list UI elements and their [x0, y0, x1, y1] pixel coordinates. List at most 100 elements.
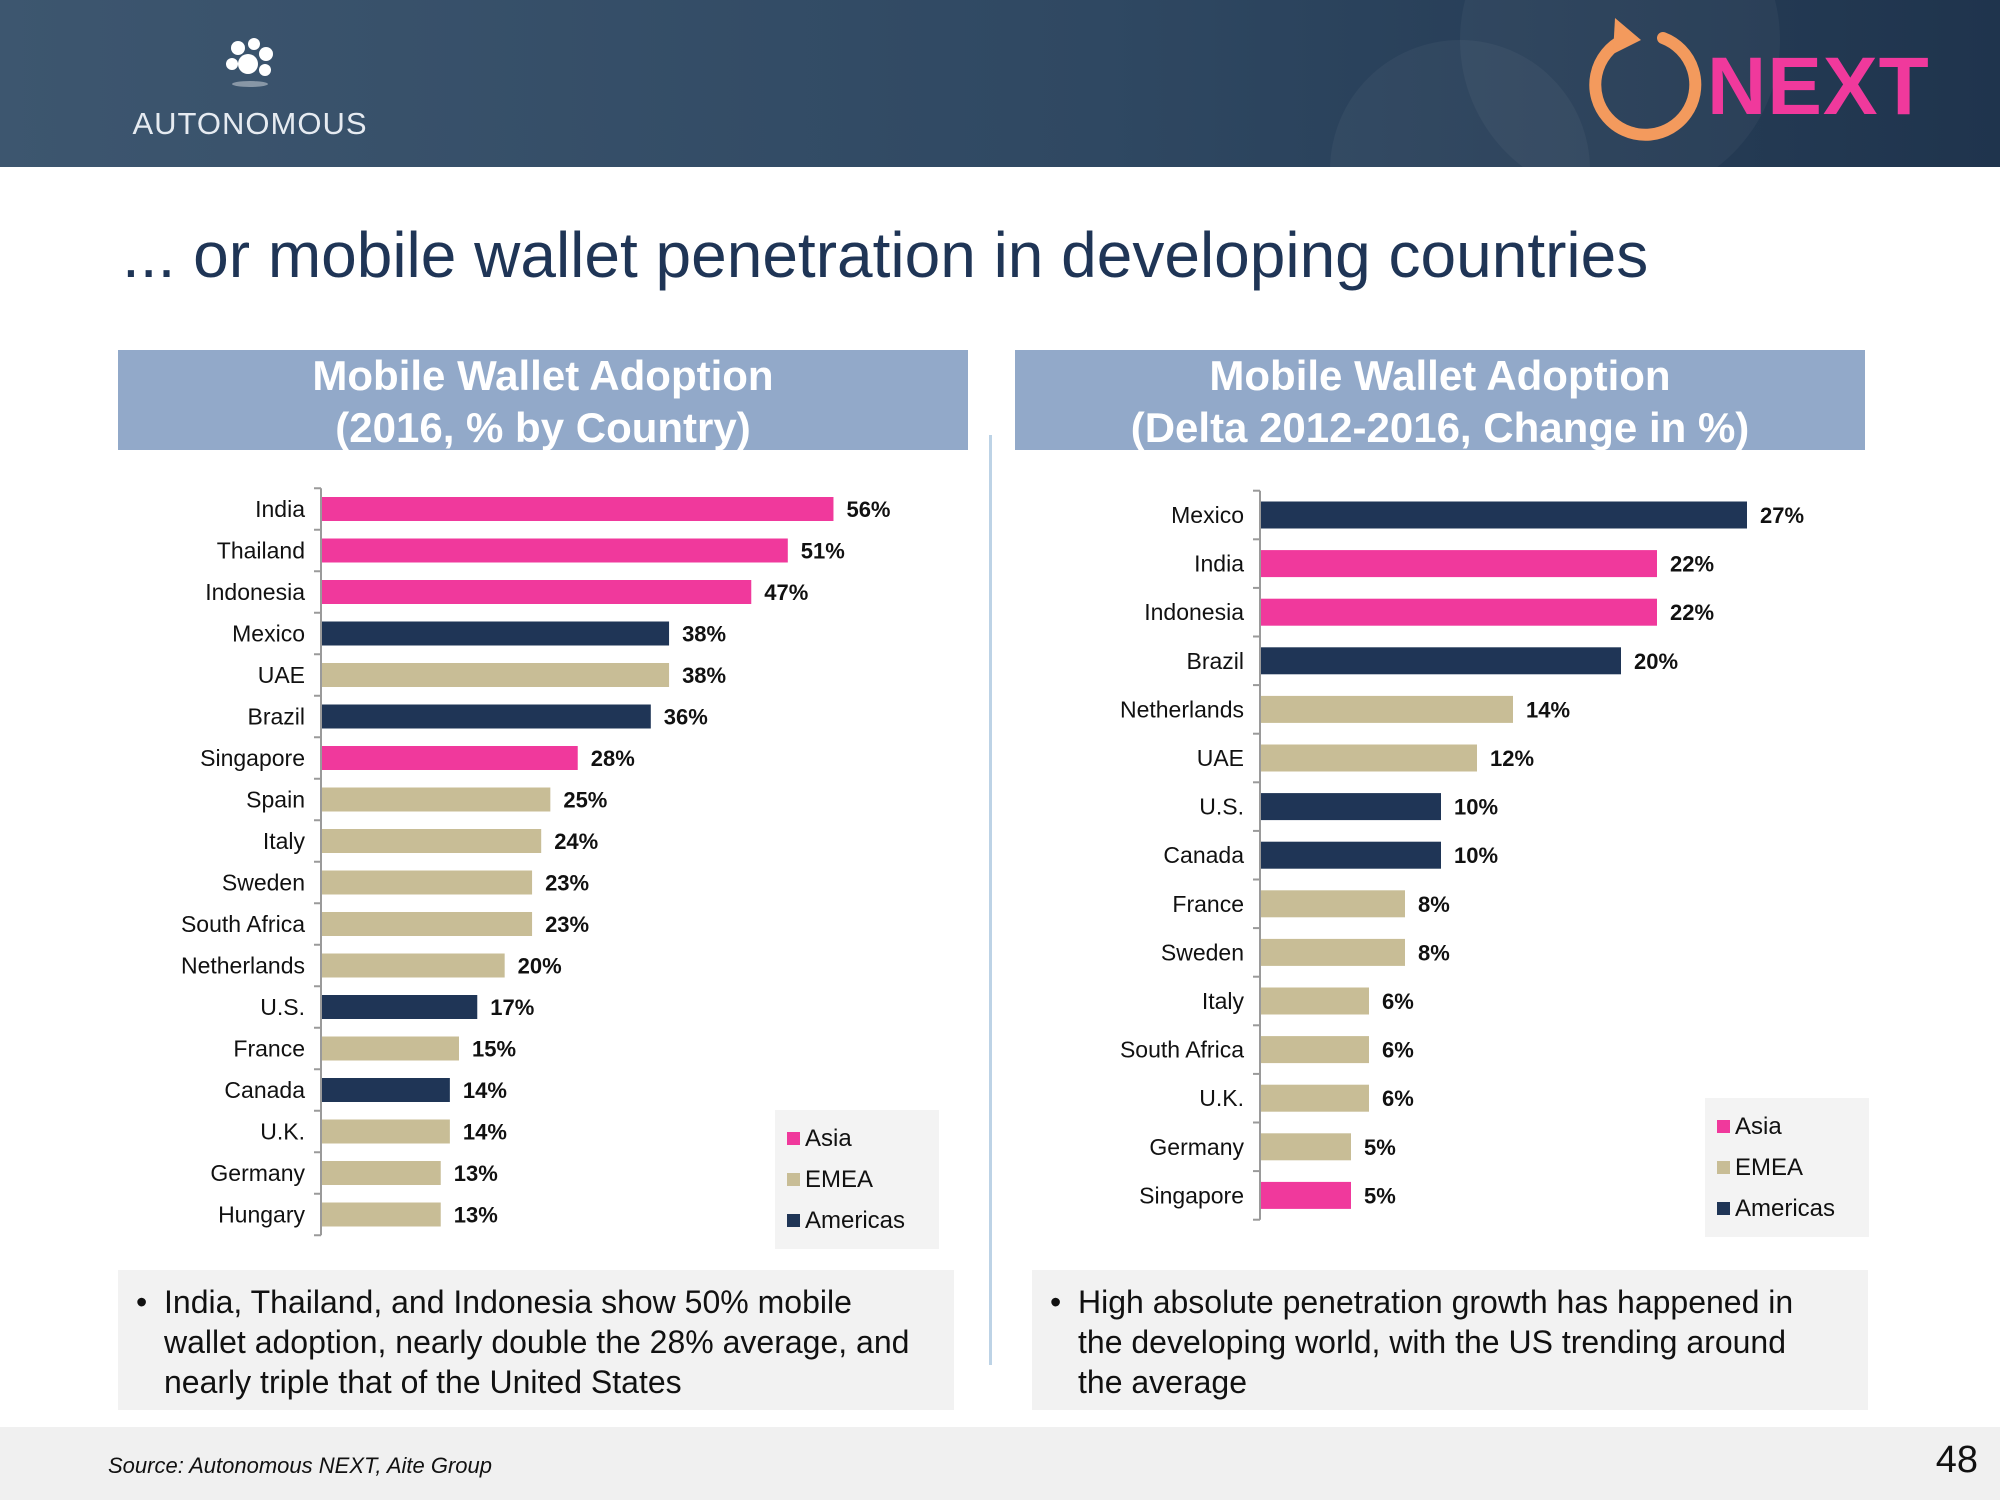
category-label: Mexico	[1171, 502, 1244, 528]
left-legend: Asia EMEA Americas	[775, 1110, 939, 1249]
bar-netherlands	[322, 953, 505, 978]
bar-singapore	[322, 746, 578, 770]
category-label: UAE	[1197, 745, 1244, 771]
bar-india	[1261, 550, 1657, 578]
legend-item-americas: Americas	[787, 1200, 927, 1241]
data-label: 38%	[682, 663, 726, 688]
data-label: 17%	[490, 995, 534, 1020]
data-label: 8%	[1418, 940, 1450, 965]
right-takeaway-text: High absolute penetration growth has hap…	[1078, 1284, 1794, 1400]
data-label: 22%	[1670, 552, 1714, 577]
autonomous-dots-icon	[226, 38, 273, 87]
refresh-arrow-icon	[1589, 18, 1702, 141]
bar-uae	[322, 663, 670, 687]
bar-brazil	[322, 704, 651, 729]
data-label: 24%	[554, 829, 598, 854]
data-label: 14%	[463, 1078, 507, 1103]
legend-item-emea: EMEA	[1717, 1147, 1857, 1188]
data-label: 36%	[664, 705, 708, 730]
category-label: South Africa	[1120, 1037, 1244, 1063]
category-label: Mexico	[232, 621, 305, 647]
bar-south-africa	[322, 912, 533, 936]
bar-south-africa	[1261, 1036, 1369, 1064]
bar-netherlands	[1261, 695, 1513, 723]
footer: Source: Autonomous NEXT, Aite Group 48	[0, 1427, 2000, 1500]
bar-thailand	[322, 538, 788, 563]
category-label: Spain	[246, 787, 305, 813]
legend-swatch-americas	[787, 1214, 800, 1227]
header-banner: AUTONOMOUS NEXT	[0, 0, 2000, 167]
legend-label: Asia	[1735, 1112, 1782, 1140]
category-label: France	[1172, 891, 1244, 917]
bar-germany	[322, 1161, 441, 1185]
category-label: Thailand	[217, 538, 305, 564]
bar-france	[1261, 890, 1405, 918]
left-bar-chart: India 56% Thailand 51% Indonesia 47% Mexico 38%…	[181, 487, 891, 1237]
bar-hungary	[322, 1202, 441, 1227]
data-label: 27%	[1760, 503, 1804, 528]
data-label: 14%	[1526, 697, 1570, 722]
legend-item-emea: EMEA	[787, 1159, 927, 1200]
left-takeaway-note: • India, Thailand, and Indonesia show 50…	[118, 1270, 954, 1410]
category-label: Netherlands	[1120, 696, 1244, 722]
page-number: 48	[1935, 1439, 1978, 1481]
page-title: ... or mobile wallet penetration in deve…	[122, 219, 1649, 291]
next-logo: NEXT	[1575, 10, 1929, 150]
data-label: 13%	[454, 1203, 498, 1228]
legend-item-americas: Americas	[1717, 1188, 1857, 1229]
category-label: Germany	[1149, 1134, 1244, 1160]
legend-swatch-asia	[787, 1132, 800, 1145]
legend-label: EMEA	[805, 1165, 874, 1193]
bar-brazil	[1261, 647, 1621, 675]
autonomous-logo: AUTONOMOUS	[120, 34, 380, 144]
left-takeaway-text: India, Thailand, and Indonesia show 50% …	[164, 1284, 910, 1400]
data-label: 22%	[1670, 600, 1714, 625]
bullet-point: •	[1050, 1284, 1062, 1320]
category-label: Singapore	[200, 745, 305, 771]
left-chart-title-line2: (2016, % by Country)	[335, 404, 751, 450]
category-label: Canada	[1163, 842, 1244, 868]
data-label: 13%	[454, 1161, 498, 1186]
data-label: 6%	[1382, 1086, 1414, 1111]
panel-divider	[989, 435, 992, 1365]
left-chart-title-line1: Mobile Wallet Adoption	[312, 352, 774, 399]
data-label: 51%	[801, 539, 845, 564]
legend-swatch-emea	[787, 1173, 800, 1186]
bar-germany	[1261, 1133, 1351, 1161]
bar-u-k	[1261, 1084, 1369, 1112]
bar-italy	[322, 829, 542, 853]
data-label: 23%	[545, 871, 589, 896]
category-label: Canada	[224, 1077, 305, 1103]
legend-label: Americas	[805, 1206, 906, 1234]
category-label: Indonesia	[1144, 599, 1244, 625]
bar-mexico	[1261, 501, 1747, 529]
right-chart-title-line2: (Delta 2012-2016, Change in %)	[1130, 404, 1750, 450]
bar-italy	[1261, 987, 1369, 1015]
category-label: U.K.	[1199, 1085, 1244, 1111]
category-label: UAE	[258, 662, 305, 688]
data-label: 20%	[518, 954, 562, 979]
category-label: Sweden	[1161, 939, 1244, 965]
bar-uae	[1261, 744, 1477, 772]
data-label: 5%	[1364, 1183, 1396, 1208]
bar-u-s	[1261, 793, 1441, 821]
data-label: 23%	[545, 912, 589, 937]
brand-name: AUTONOMOUS	[132, 106, 368, 141]
bar-singapore	[1261, 1181, 1351, 1209]
data-label: 6%	[1382, 989, 1414, 1014]
bar-sweden	[322, 870, 533, 895]
category-label: Indonesia	[205, 579, 305, 605]
data-label: 6%	[1382, 1038, 1414, 1063]
category-label: U.S.	[260, 994, 305, 1020]
category-label: Hungary	[218, 1202, 305, 1228]
bar-u-s	[322, 995, 478, 1019]
category-label: India	[255, 496, 305, 522]
right-legend: Asia EMEA Americas	[1705, 1098, 1869, 1237]
category-label: Italy	[263, 828, 306, 854]
legend-swatch-emea	[1717, 1161, 1730, 1174]
legend-swatch-asia	[1717, 1120, 1730, 1133]
category-label: Germany	[210, 1160, 305, 1186]
category-label: Singapore	[1139, 1182, 1244, 1208]
category-label: U.S.	[1199, 794, 1244, 820]
category-label: Italy	[1202, 988, 1245, 1014]
